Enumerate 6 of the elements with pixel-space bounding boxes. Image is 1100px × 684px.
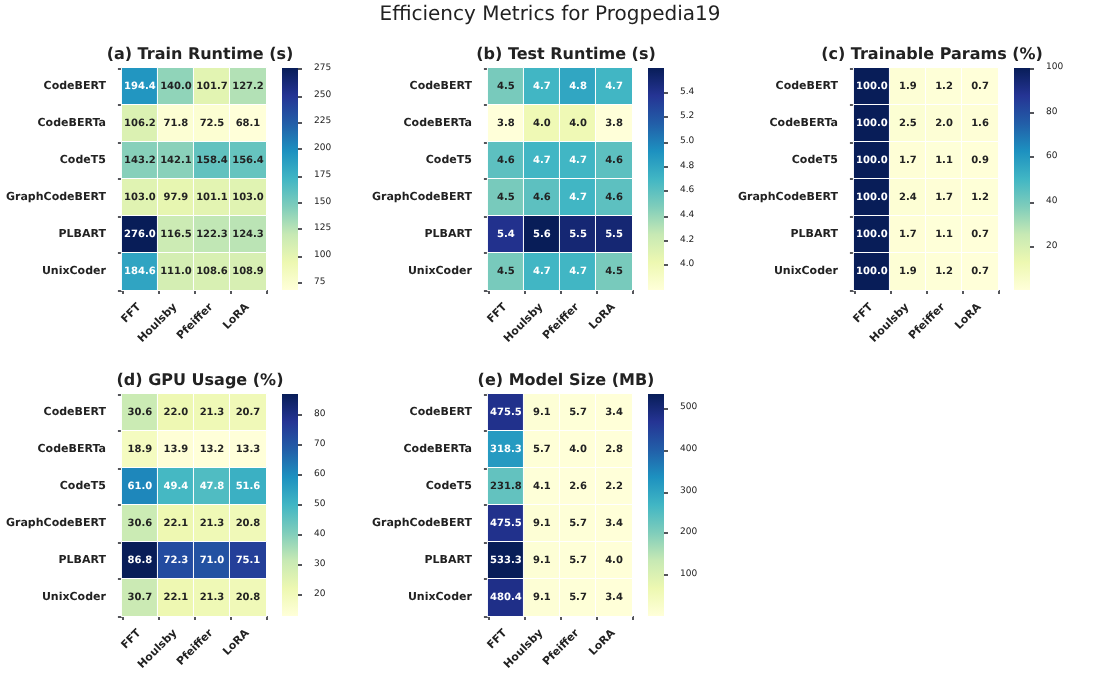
chart-title: (d) GPU Usage (%) xyxy=(116,371,284,389)
chart-title: (e) Model Size (MB) xyxy=(477,371,655,389)
chart-title: (c) Trainable Params (%) xyxy=(821,45,1043,63)
text: Efficiency Metrics for Progpedia19 xyxy=(377,4,723,26)
chart-title: (b) Test Runtime (s) xyxy=(476,45,656,63)
chart-title: (a) Train Runtime (s) xyxy=(106,45,294,63)
